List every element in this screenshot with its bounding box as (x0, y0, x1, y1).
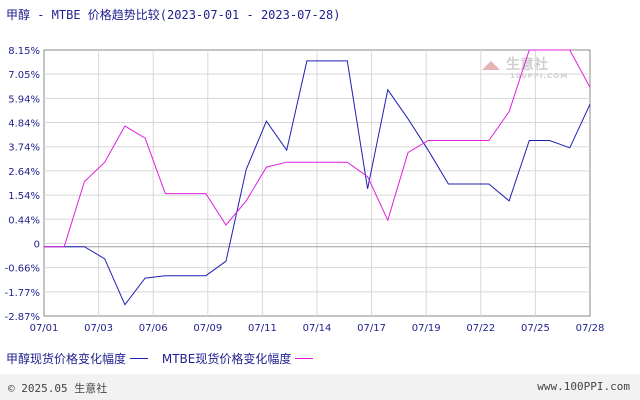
watermark-subtext: 100PPI.COM (510, 72, 569, 80)
x-tick-label: 07/01 (30, 323, 59, 334)
site-link[interactable]: www.100PPI.com (537, 380, 630, 393)
y-tick-label: -2.87% (5, 312, 40, 323)
x-tick-label: 07/22 (466, 323, 495, 334)
y-tick-label: 8.15% (8, 46, 40, 57)
x-tick-label: 07/09 (193, 323, 222, 334)
copyright-text: © 2025.05 生意社 (8, 382, 108, 395)
y-tick-label: -0.66% (5, 264, 40, 275)
legend-label-methanol: 甲醇现货价格变化幅度 (6, 352, 127, 366)
legend-item-mtbe: MTBE现货价格变化幅度 (162, 350, 314, 367)
y-tick-label: 7.05% (8, 70, 40, 81)
y-tick-label: 0.44% (8, 215, 40, 226)
legend-item-methanol: 甲醇现货价格变化幅度 (6, 350, 149, 367)
y-tick-label: 4.84% (8, 119, 40, 130)
x-tick-label: 07/03 (84, 323, 113, 334)
watermark-logo: 生意社 100PPI.COM (482, 54, 568, 80)
watermark-text: 生意社 (506, 57, 548, 73)
legend-swatch-methanol (130, 358, 149, 359)
y-tick-label: 1.54% (8, 191, 40, 202)
y-tick-label: 0 (34, 239, 40, 250)
legend: 甲醇现货价格变化幅度 MTBE现货价格变化幅度 (6, 350, 323, 367)
legend-label-mtbe: MTBE现货价格变化幅度 (161, 352, 292, 366)
series-line-mtbe (44, 49, 591, 248)
x-tick-label: 07/14 (303, 323, 332, 334)
y-tick-label: 3.74% (8, 143, 40, 154)
y-tick-label: -1.77% (5, 288, 40, 299)
house-icon (482, 60, 500, 70)
x-tick-label: 07/06 (139, 323, 168, 334)
y-tick-label: 5.94% (8, 94, 40, 105)
x-tick-label: 07/28 (576, 323, 605, 334)
x-tick-label: 07/25 (521, 323, 550, 334)
x-tick-label: 07/17 (357, 323, 386, 334)
y-tick-label: 2.64% (8, 167, 40, 178)
legend-swatch-mtbe (295, 358, 314, 359)
x-tick-label: 07/19 (412, 323, 441, 334)
footer: © 2025.05 生意社 www.100PPI.com (0, 374, 640, 400)
series-line-methanol (44, 60, 591, 306)
x-tick-label: 07/11 (248, 323, 277, 334)
chart-title: 甲醇 - MTBE 价格趋势比较(2023-07-01 - 2023-07-28… (6, 8, 341, 22)
